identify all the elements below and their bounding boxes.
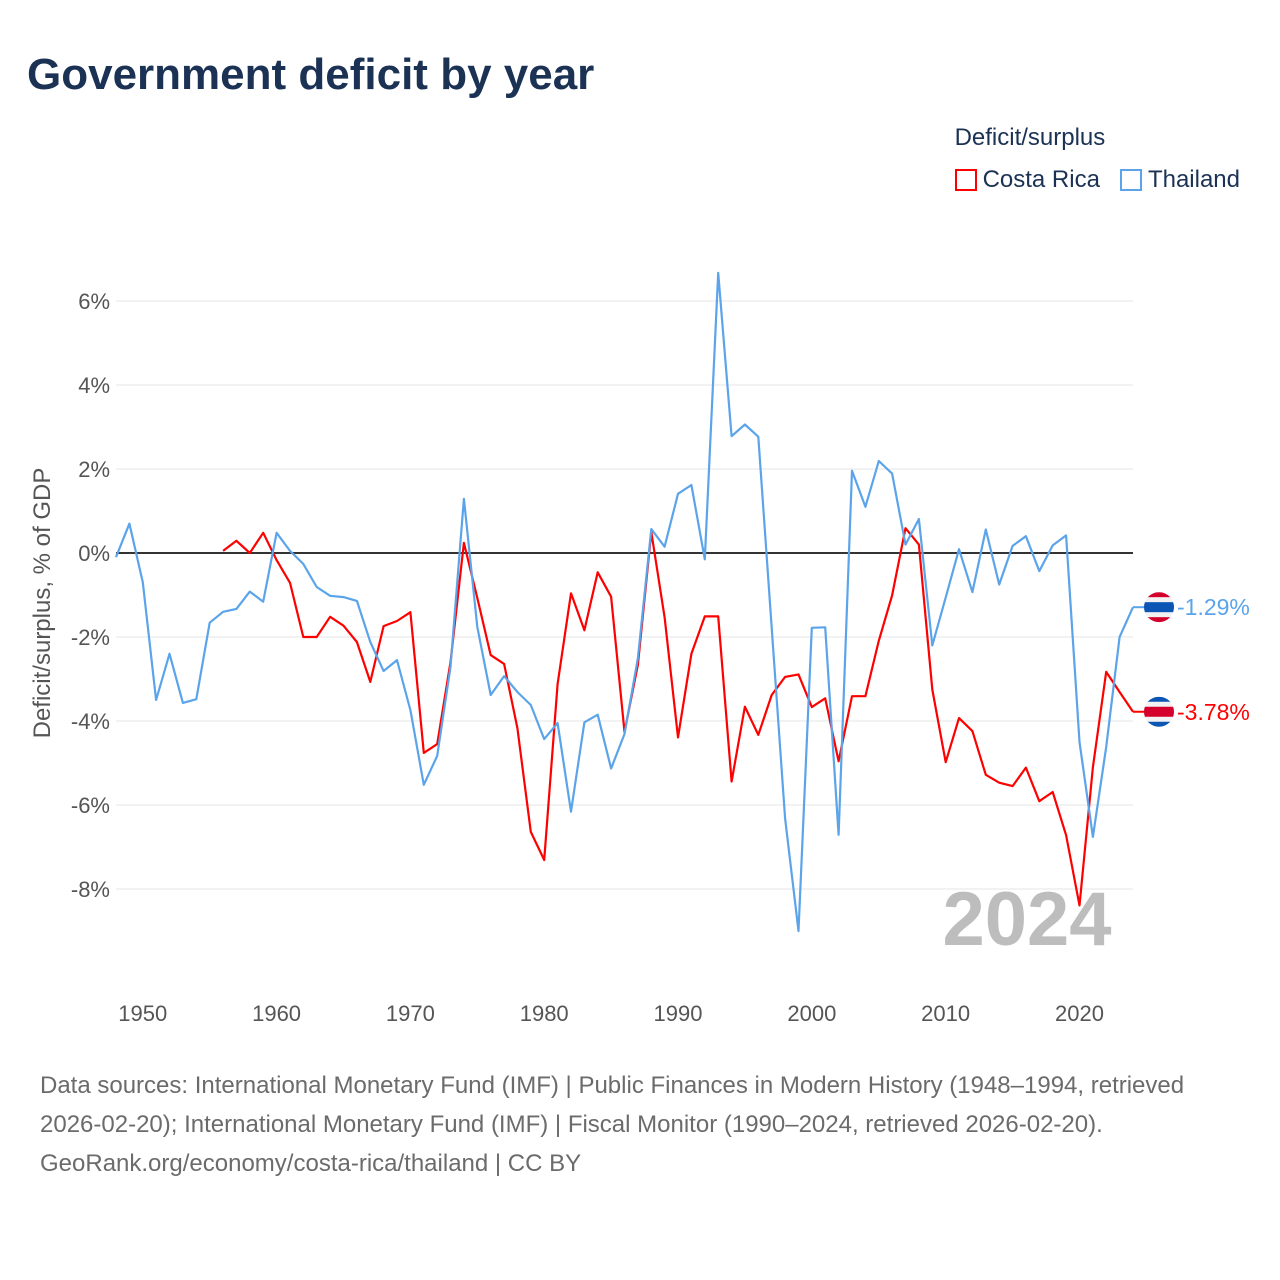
legend-label: Thailand [1147,166,1240,193]
flag-stripe [1144,701,1174,708]
flag-stripe [1144,716,1174,723]
legend-swatch-thailand [1119,169,1142,191]
end-labels: -3.78% -1.29% [1133,592,1250,727]
y-axis-ticks: 6% 4% 2% 0% -2% -4% -6% -8% [71,289,110,902]
y-tick-label: 6% [78,289,110,314]
series-line-costa-rica [222,527,1134,907]
flag-stripe [1144,602,1174,613]
flag-icon-thailand [1144,592,1174,623]
y-tick-label: -6% [71,793,110,818]
y-axis-label: Deficit/surplus, % of GDP [29,468,56,739]
flag-stripe [1144,721,1174,727]
x-tick-label: 1950 [118,1001,167,1026]
flag-stripe [1144,706,1174,718]
legend-swatch-costa-rica [954,169,977,191]
legend: Deficit/surplus Costa Rica Thailand [954,124,1240,194]
flag-stripe [1144,597,1174,603]
flag-stripe [1144,617,1174,623]
data-sources: Data sources: International Monetary Fun… [40,1072,1185,1138]
x-tick-label: 1980 [520,1001,569,1026]
end-value-label-costa-rica: -3.78% [1177,699,1250,725]
x-tick-label: 1960 [252,1001,301,1026]
y-tick-label: -8% [71,877,110,902]
x-tick-label: 1990 [654,1001,703,1026]
x-tick-label: 2010 [921,1001,970,1026]
flag-icon-costa-rica [1144,696,1174,727]
y-tick-label: -2% [71,625,110,650]
chart-title: Government deficit by year [27,50,595,99]
end-value-label-thailand: -1.29% [1177,594,1250,620]
x-tick-label: 1970 [386,1001,435,1026]
flag-stripe [1144,612,1174,618]
flag-stripe [1144,696,1174,703]
legend-item-costa-rica[interactable]: Costa Rica [954,166,1100,194]
year-watermark: 2024 [942,877,1111,962]
footer: Data sources: International Monetary Fun… [40,1066,1240,1183]
y-tick-label: 0% [78,541,110,566]
y-tick-label: 4% [78,373,110,398]
legend-label: Costa Rica [982,166,1100,193]
y-tick-label: 2% [78,457,110,482]
x-axis-ticks: 1950 1960 1970 1980 1990 2000 2010 2020 [118,1001,1104,1026]
y-tick-label: -4% [71,709,110,734]
gridlines [116,300,1133,890]
series-line-thailand [114,271,1135,933]
flag-stripe [1144,592,1174,598]
x-tick-label: 2000 [787,1001,836,1026]
series-lines [114,271,1135,933]
credit-link[interactable]: GeoRank.org/economy/costa-rica/thailand … [40,1150,582,1177]
legend-item-thailand[interactable]: Thailand [1119,166,1240,194]
x-tick-label: 2020 [1055,1001,1104,1026]
legend-title: Deficit/surplus [954,124,1106,151]
